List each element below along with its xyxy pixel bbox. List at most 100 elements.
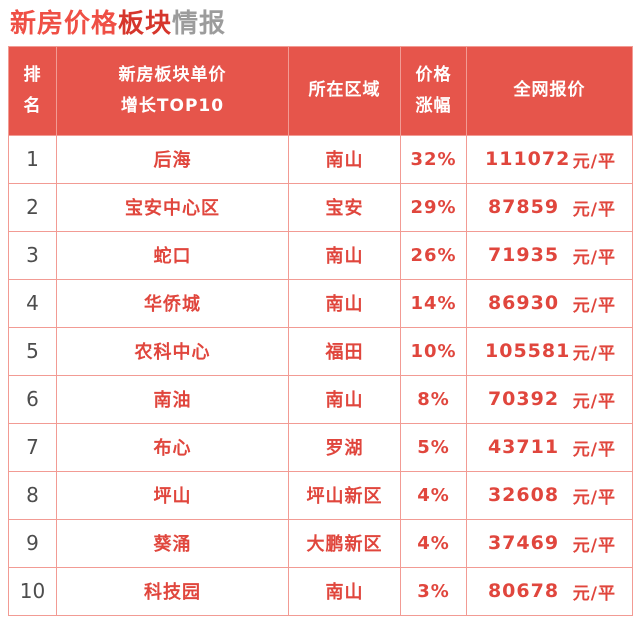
price-wrap: 32608 元/平 — [467, 483, 632, 508]
cell-region: 南山 — [288, 134, 401, 184]
price-value: 105581 — [485, 340, 571, 363]
table-row: 6 南油 南山 8% 70392 元/平 — [8, 374, 633, 424]
page-title: 新房价格板块情报 — [0, 0, 640, 46]
cell-rank: 3 — [8, 230, 57, 280]
cell-rank: 7 — [8, 422, 57, 472]
table-row: 2 宝安中心区 宝安 29% 87859 元/平 — [8, 182, 633, 232]
title-part-red: 新房价格 — [10, 9, 119, 39]
table-row: 7 布心 罗湖 5% 43711 元/平 — [8, 422, 633, 472]
header-price: 全网报价 — [466, 45, 633, 136]
cell-price: 86930 元/平 — [466, 278, 633, 328]
price-value: 86930 — [487, 292, 560, 315]
cell-price: 111072 元/平 — [466, 134, 633, 184]
cell-region: 大鹏新区 — [288, 518, 401, 568]
price-wrap: 37469 元/平 — [467, 531, 632, 556]
cell-name: 南油 — [56, 374, 289, 424]
cell-region: 宝安 — [288, 182, 401, 232]
table-row: 9 葵涌 大鹏新区 4% 37469 元/平 — [8, 518, 633, 568]
cell-price: 32608 元/平 — [466, 470, 633, 520]
table-row: 3 蛇口 南山 26% 71935 元/平 — [8, 230, 633, 280]
cell-price: 87859 元/平 — [466, 182, 633, 232]
cell-rank: 8 — [8, 470, 57, 520]
price-wrap: 80678 元/平 — [467, 579, 632, 604]
price-wrap: 86930 元/平 — [467, 291, 632, 316]
cell-rank: 10 — [8, 566, 57, 616]
price-unit: 元/平 — [572, 343, 616, 364]
cell-rank: 4 — [8, 278, 57, 328]
cell-region: 坪山新区 — [288, 470, 401, 520]
price-unit: 元/平 — [572, 391, 616, 412]
price-unit: 元/平 — [572, 247, 616, 268]
price-wrap: 70392 元/平 — [467, 387, 632, 412]
cell-name: 坪山 — [56, 470, 289, 520]
table-header-row: 排 名 新房板块单价 增长TOP10 所在区域 价格 涨幅 全网报价 — [8, 45, 633, 136]
price-value: 37469 — [487, 532, 560, 555]
cell-name: 农科中心 — [56, 326, 289, 376]
cell-rank: 2 — [8, 182, 57, 232]
cell-price: 70392 元/平 — [466, 374, 633, 424]
price-table: 排 名 新房板块单价 增长TOP10 所在区域 价格 涨幅 全网报价 1 后海 … — [8, 45, 633, 616]
price-unit: 元/平 — [572, 439, 616, 460]
price-wrap: 105581 元/平 — [467, 339, 632, 364]
price-wrap: 71935 元/平 — [467, 243, 632, 268]
price-value: 70392 — [487, 388, 560, 411]
price-value: 71935 — [487, 244, 560, 267]
cell-region: 南山 — [288, 374, 401, 424]
cell-region: 福田 — [288, 326, 401, 376]
cell-price: 43711 元/平 — [466, 422, 633, 472]
price-value: 87859 — [487, 196, 560, 219]
price-unit: 元/平 — [572, 583, 616, 604]
header-rank: 排 名 — [8, 45, 57, 136]
price-value: 111072 — [485, 148, 571, 171]
price-unit: 元/平 — [572, 199, 616, 220]
cell-name: 科技园 — [56, 566, 289, 616]
table-row: 4 华侨城 南山 14% 86930 元/平 — [8, 278, 633, 328]
cell-price: 37469 元/平 — [466, 518, 633, 568]
table-row: 8 坪山 坪山新区 4% 32608 元/平 — [8, 470, 633, 520]
table-body: 1 后海 南山 32% 111072 元/平 2 宝安中心区 宝安 29% 87… — [8, 134, 633, 616]
cell-rank: 9 — [8, 518, 57, 568]
cell-growth: 14% — [400, 278, 467, 328]
cell-name: 华侨城 — [56, 278, 289, 328]
cell-rank: 1 — [8, 134, 57, 184]
price-wrap: 87859 元/平 — [467, 195, 632, 220]
cell-price: 80678 元/平 — [466, 566, 633, 616]
table-row: 1 后海 南山 32% 111072 元/平 — [8, 134, 633, 184]
cell-region: 罗湖 — [288, 422, 401, 472]
cell-growth: 26% — [400, 230, 467, 280]
price-value: 32608 — [487, 484, 560, 507]
price-value: 80678 — [487, 580, 560, 603]
price-unit: 元/平 — [572, 295, 616, 316]
cell-growth: 32% — [400, 134, 467, 184]
header-region: 所在区域 — [288, 45, 401, 136]
price-unit: 元/平 — [572, 487, 616, 508]
price-wrap: 111072 元/平 — [467, 147, 632, 172]
cell-growth: 5% — [400, 422, 467, 472]
cell-rank: 5 — [8, 326, 57, 376]
cell-name: 宝安中心区 — [56, 182, 289, 232]
cell-growth: 8% — [400, 374, 467, 424]
cell-growth: 3% — [400, 566, 467, 616]
cell-name: 蛇口 — [56, 230, 289, 280]
cell-name: 布心 — [56, 422, 289, 472]
cell-region: 南山 — [288, 230, 401, 280]
price-wrap: 43711 元/平 — [467, 435, 632, 460]
header-name: 新房板块单价 增长TOP10 — [56, 45, 289, 136]
title-part-gray: 情报 — [172, 9, 227, 39]
cell-name: 后海 — [56, 134, 289, 184]
cell-region: 南山 — [288, 278, 401, 328]
cell-growth: 29% — [400, 182, 467, 232]
cell-rank: 6 — [8, 374, 57, 424]
table-row: 5 农科中心 福田 10% 105581 元/平 — [8, 326, 633, 376]
cell-region: 南山 — [288, 566, 401, 616]
cell-price: 71935 元/平 — [466, 230, 633, 280]
cell-growth: 4% — [400, 470, 467, 520]
price-unit: 元/平 — [572, 535, 616, 556]
cell-growth: 4% — [400, 518, 467, 568]
cell-growth: 10% — [400, 326, 467, 376]
cell-name: 葵涌 — [56, 518, 289, 568]
title-part-dark-red: 板块 — [118, 9, 173, 39]
header-growth: 价格 涨幅 — [400, 45, 467, 136]
cell-price: 105581 元/平 — [466, 326, 633, 376]
